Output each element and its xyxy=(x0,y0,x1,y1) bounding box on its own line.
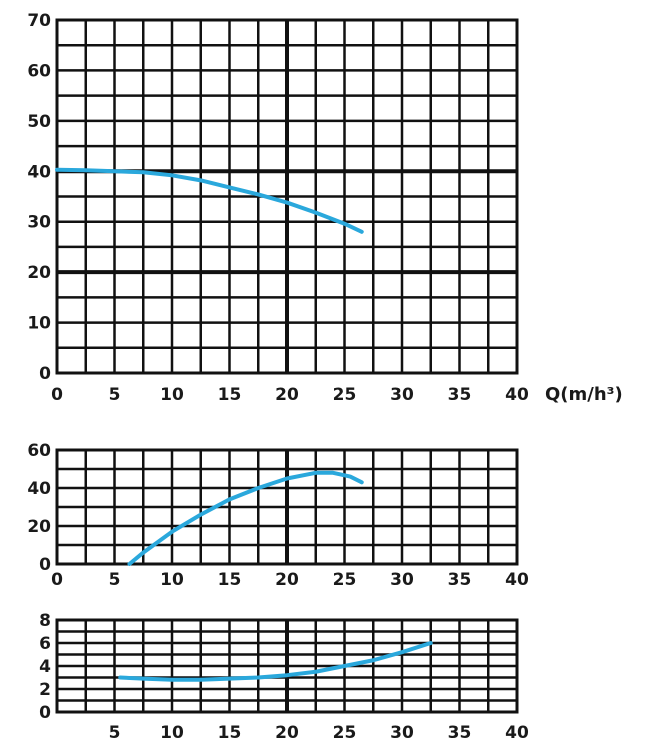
x-tick-label: 10 xyxy=(160,385,184,405)
y-tick-label: 40 xyxy=(27,479,51,499)
x-tick-label: 25 xyxy=(333,570,357,590)
y-tick-label: 6 xyxy=(39,634,51,654)
x-tick-label: 25 xyxy=(333,385,357,405)
y-tick-label: 30 xyxy=(27,213,51,233)
head-curve-chart: 0 10 20 30 40 50 60 70 0 5 10 15 20 25 30 35 40 xyxy=(27,11,529,405)
x-tick-label: 10 xyxy=(160,723,184,742)
x-tick-label: 20 xyxy=(275,570,299,590)
x-tick-label: 35 xyxy=(448,385,472,405)
x-tick-label: 20 xyxy=(275,385,299,405)
x-tick-label: 20 xyxy=(275,723,299,742)
y-tick-label: 0 xyxy=(39,364,51,384)
x-tick-label: 0 xyxy=(51,570,63,590)
series-line xyxy=(118,641,433,682)
x-tick-label: 30 xyxy=(390,570,414,590)
y-tick-label: 70 xyxy=(27,11,51,31)
x-tick-label: 30 xyxy=(390,385,414,405)
y-tick-label: 60 xyxy=(27,441,51,461)
y-tick-label: 20 xyxy=(27,263,51,283)
x-tick-label: 35 xyxy=(448,570,472,590)
y-tick-label: 8 xyxy=(39,611,51,631)
x-tick-label: 10 xyxy=(160,570,184,590)
y-tick-label: 50 xyxy=(27,112,51,132)
x-tick-label: 5 xyxy=(109,385,121,405)
x-tick-label: 15 xyxy=(218,723,242,742)
y-tick-label: 2 xyxy=(39,680,51,700)
y-tick-label: 60 xyxy=(27,61,51,81)
y-tick-label: 20 xyxy=(27,517,51,537)
plot-frame xyxy=(55,618,519,714)
efficiency-curve-chart: 0 20 40 60 0 5 10 15 20 25 30 35 40 xyxy=(27,441,529,590)
plot-frame xyxy=(55,448,519,566)
x-tick-label: 40 xyxy=(505,570,529,590)
series-line xyxy=(127,470,364,566)
y-tick-label: 0 xyxy=(39,555,51,575)
y-tick-label: 0 xyxy=(39,703,51,723)
x-tick-label: 15 xyxy=(218,385,242,405)
x-tick-label: 25 xyxy=(333,723,357,742)
y-tick-label: 40 xyxy=(27,162,51,182)
x-tick-label: 15 xyxy=(218,570,242,590)
x-tick-label: 40 xyxy=(505,723,529,742)
x-tick-label: 5 xyxy=(109,570,121,590)
x-axis-label: Q(m/h³) xyxy=(545,384,623,405)
power-curve-chart: 0 2 4 6 8 5 10 15 20 25 30 35 40 xyxy=(39,611,529,742)
series-line xyxy=(55,167,364,234)
x-tick-label: 30 xyxy=(390,723,414,742)
x-tick-label: 5 xyxy=(109,723,121,742)
x-tick-label: 0 xyxy=(51,385,63,405)
x-tick-label: 35 xyxy=(448,723,472,742)
plot-frame xyxy=(55,18,519,375)
y-tick-label: 10 xyxy=(27,314,51,334)
x-tick-label: 40 xyxy=(505,385,529,405)
y-tick-label: 4 xyxy=(39,657,51,677)
